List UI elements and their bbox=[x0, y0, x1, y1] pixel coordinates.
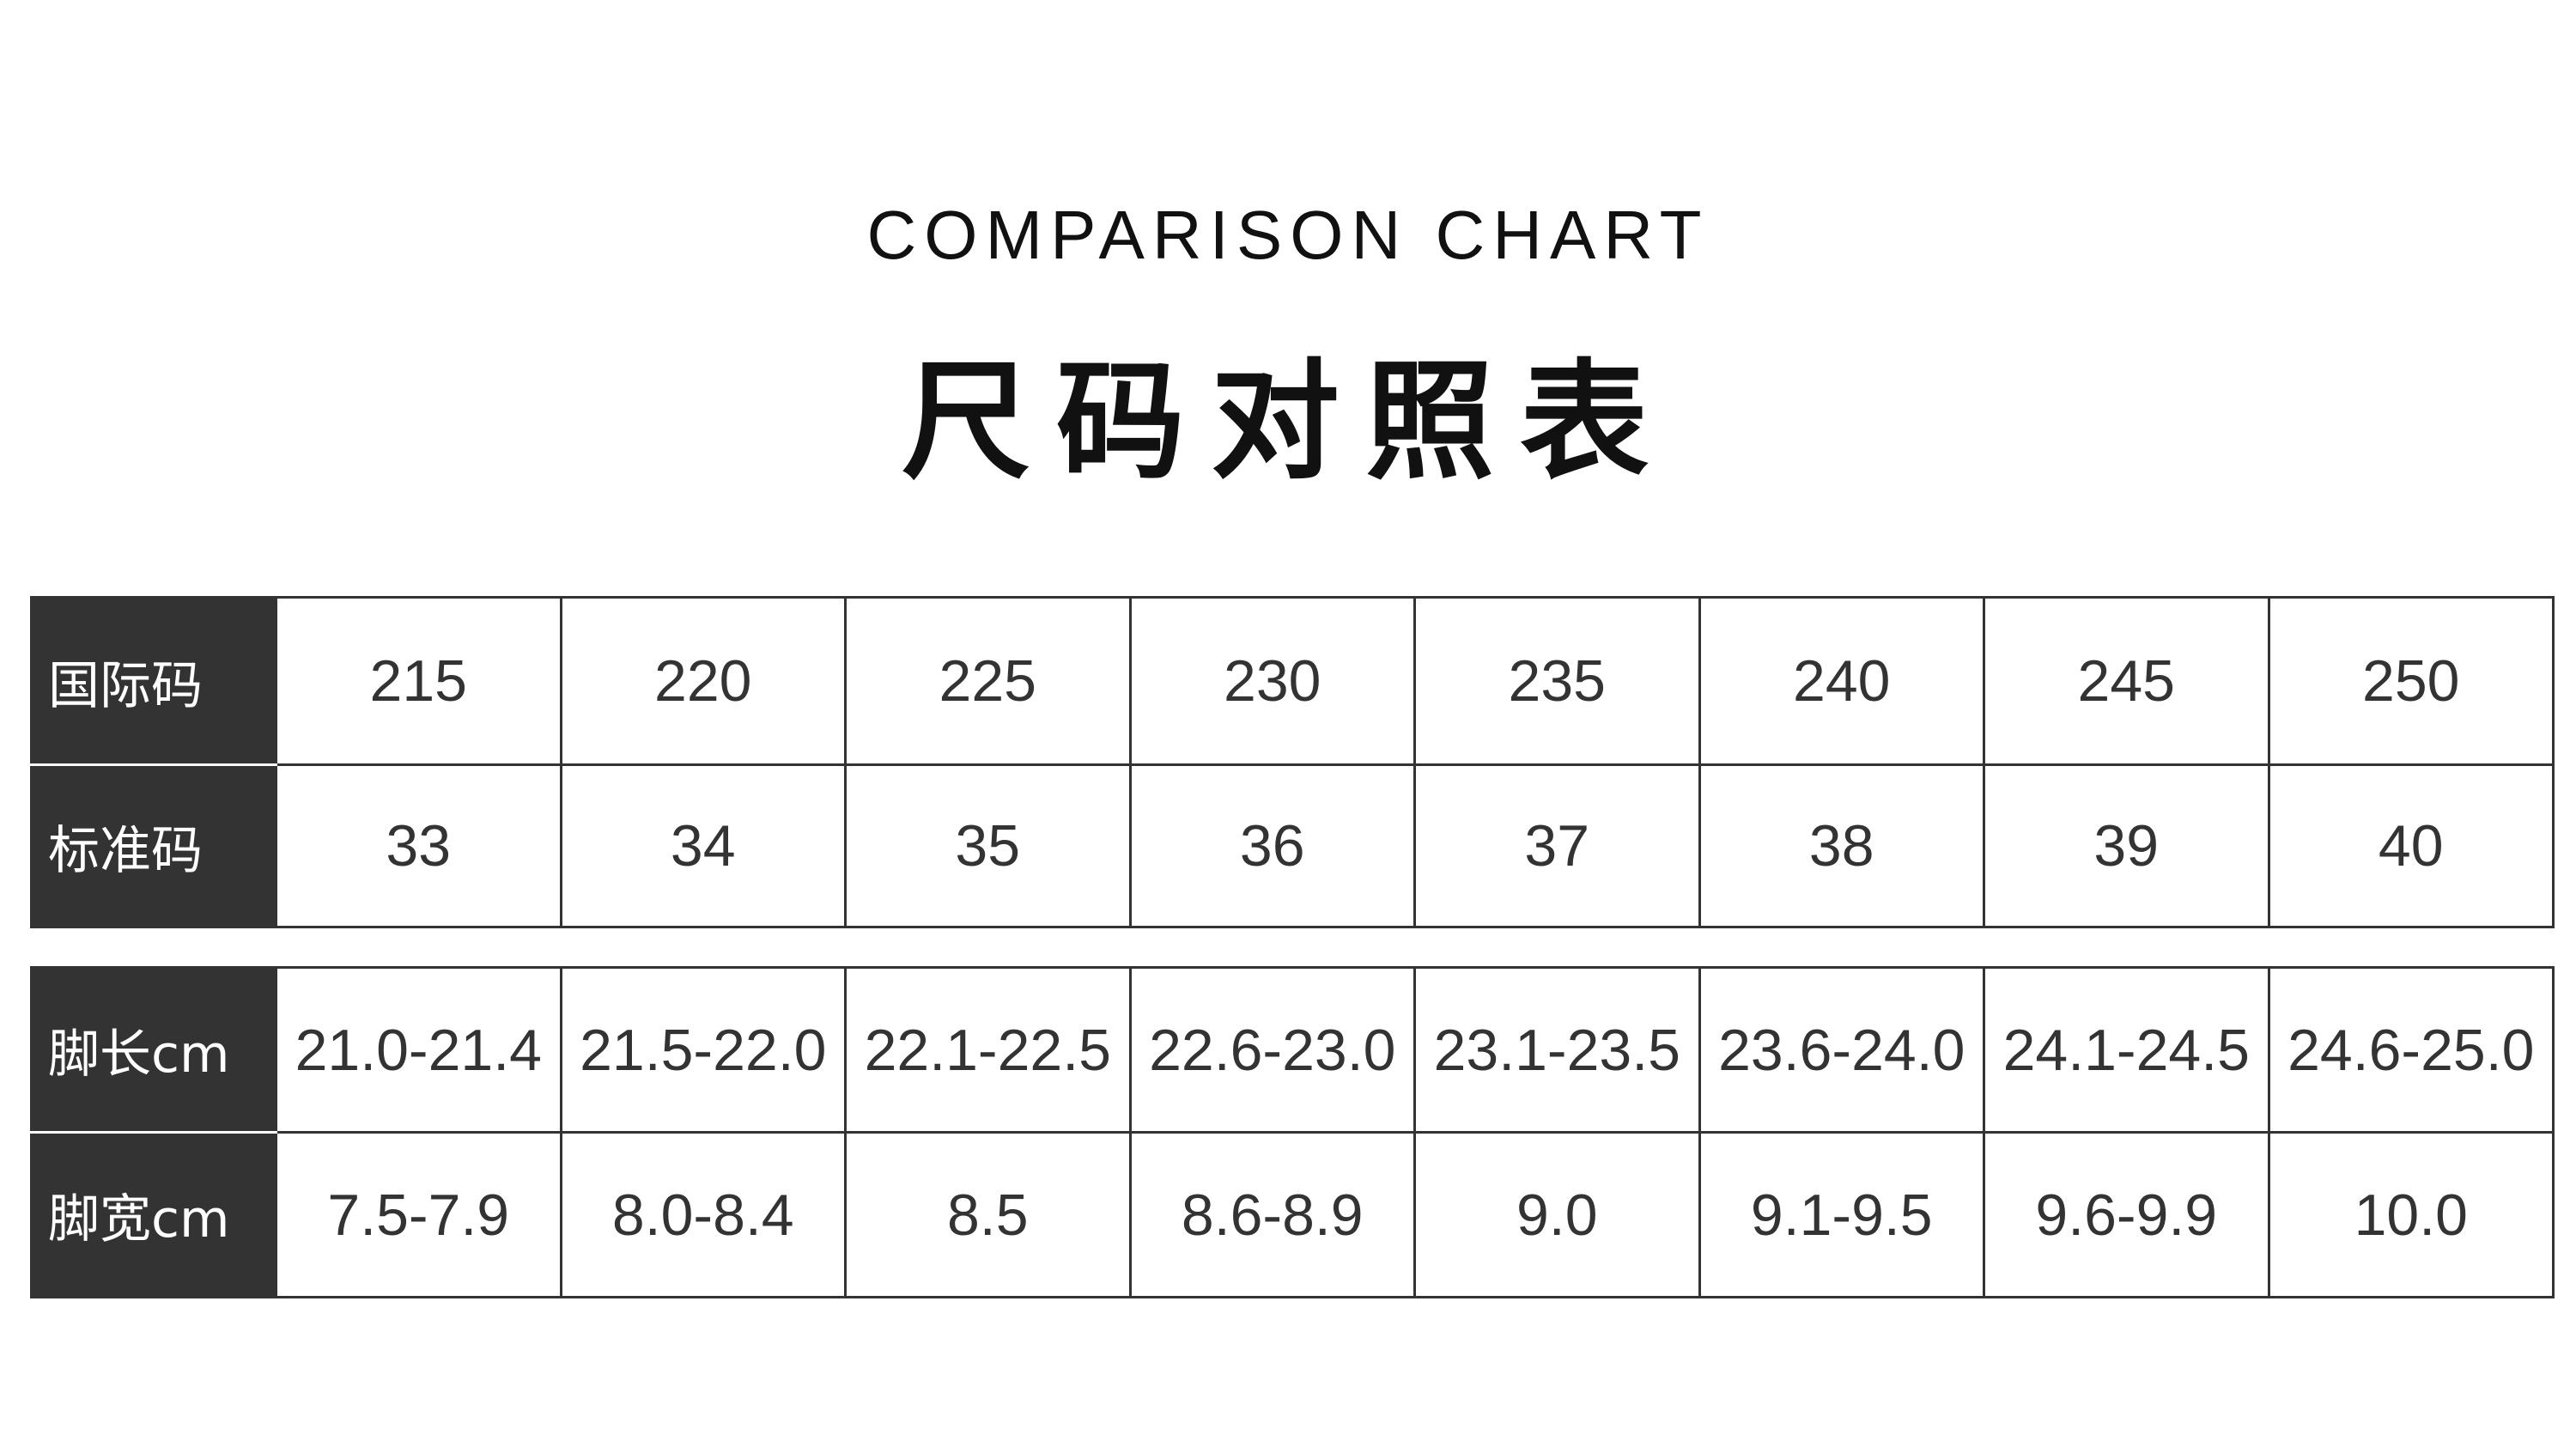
table-cell: 34 bbox=[559, 763, 847, 928]
table-row: 脚长cm 21.0-21.4 21.5-22.0 22.1-22.5 22.6-23.0… bbox=[30, 966, 2555, 1134]
table-cell: 10.0 bbox=[2267, 1131, 2555, 1298]
table-cell: 9.6-9.9 bbox=[1983, 1131, 2270, 1298]
table-cell: 7.5-7.9 bbox=[275, 1131, 562, 1298]
table-cell: 240 bbox=[1698, 596, 1985, 766]
table-cell: 21.0-21.4 bbox=[275, 966, 562, 1134]
table-cell: 21.5-22.0 bbox=[559, 966, 847, 1134]
table-row: 脚宽cm 7.5-7.9 8.0-8.4 8.5 8.6-8.9 9.0 9.1-9.5 9.… bbox=[30, 1131, 2555, 1298]
table-cell: 35 bbox=[844, 763, 1132, 928]
table-cell: 37 bbox=[1413, 763, 1701, 928]
table-cell: 36 bbox=[1128, 763, 1416, 928]
table-cell: 8.0-8.4 bbox=[559, 1131, 847, 1298]
table-cell: 235 bbox=[1413, 596, 1701, 766]
table-row: 标准码 33 34 35 36 37 38 39 40 bbox=[30, 763, 2555, 928]
table-cell: 8.6-8.9 bbox=[1128, 1131, 1416, 1298]
table-cell: 23.1-23.5 bbox=[1413, 966, 1701, 1134]
subtitle: COMPARISON CHART bbox=[866, 197, 1710, 273]
row-header: 标准码 bbox=[30, 763, 277, 928]
size-table-measurements: 脚长cm 21.0-21.4 21.5-22.0 22.1-22.5 22.6-23.0… bbox=[30, 966, 2555, 1298]
table-cell: 250 bbox=[2267, 596, 2555, 766]
table-cell: 22.6-23.0 bbox=[1128, 966, 1416, 1134]
table-cell: 40 bbox=[2267, 763, 2555, 928]
table-cell: 225 bbox=[844, 596, 1132, 766]
page-title: 尺码对照表 bbox=[901, 348, 1674, 497]
table-cell: 23.6-24.0 bbox=[1698, 966, 1985, 1134]
table-cell: 9.1-9.5 bbox=[1698, 1131, 1985, 1298]
table-cell: 24.1-24.5 bbox=[1983, 966, 2270, 1134]
table-cell: 38 bbox=[1698, 763, 1985, 928]
table-cell: 24.6-25.0 bbox=[2267, 966, 2555, 1134]
row-header: 国际码 bbox=[30, 596, 277, 766]
table-cell: 8.5 bbox=[844, 1131, 1132, 1298]
table-cell: 39 bbox=[1983, 763, 2270, 928]
table-cell: 9.0 bbox=[1413, 1131, 1701, 1298]
table-cell: 220 bbox=[559, 596, 847, 766]
row-header: 脚宽cm bbox=[30, 1131, 277, 1298]
table-cell: 33 bbox=[275, 763, 562, 928]
table-cell: 215 bbox=[275, 596, 562, 766]
table-cell: 22.1-22.5 bbox=[844, 966, 1132, 1134]
table-row: 国际码 215 220 225 230 235 240 245 250 bbox=[30, 596, 2555, 766]
row-header: 脚长cm bbox=[30, 966, 277, 1134]
table-cell: 230 bbox=[1128, 596, 1416, 766]
table-cell: 245 bbox=[1983, 596, 2270, 766]
size-table-codes: 国际码 215 220 225 230 235 240 245 250 标准码 33 34 35 36 37… bbox=[30, 596, 2555, 928]
